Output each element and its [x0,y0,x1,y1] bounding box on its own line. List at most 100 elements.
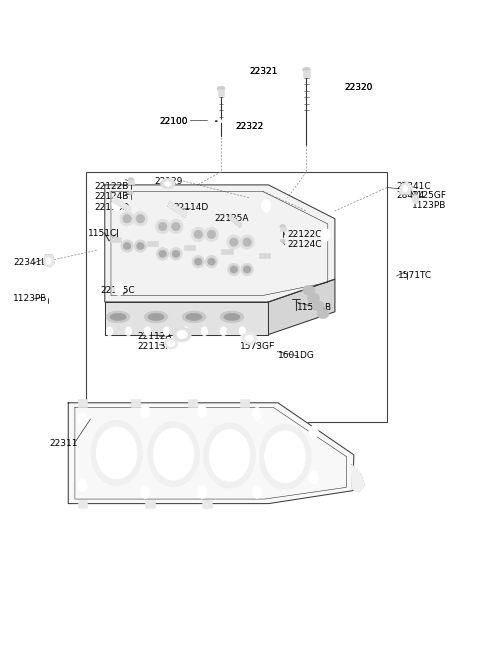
Text: 22321: 22321 [250,66,278,75]
Ellipse shape [158,222,167,231]
Bar [109,237,121,242]
Ellipse shape [260,424,311,489]
Text: 22122B: 22122B [95,182,129,191]
Text: 22124C: 22124C [288,240,322,249]
Circle shape [197,405,207,418]
Ellipse shape [123,243,131,250]
Ellipse shape [220,311,244,323]
Ellipse shape [228,263,240,276]
Ellipse shape [156,219,170,234]
Ellipse shape [205,255,218,268]
Text: 1601DG: 1601DG [278,352,315,360]
Ellipse shape [243,238,252,247]
Text: 22100: 22100 [159,117,188,127]
Polygon shape [268,279,335,335]
Bar [131,399,140,407]
Ellipse shape [129,191,133,194]
Ellipse shape [170,248,182,260]
Text: 22321: 22321 [250,66,278,75]
Circle shape [201,327,208,336]
Text: 1152AB: 1152AB [297,302,332,312]
Polygon shape [351,464,364,492]
Text: 28424: 28424 [396,192,425,201]
Ellipse shape [120,212,134,226]
Bar [86,172,387,422]
Ellipse shape [224,314,240,321]
Text: 22341D: 22341D [13,258,48,268]
Ellipse shape [134,240,146,252]
Ellipse shape [242,333,257,344]
Text: 22114D: 22114D [94,203,129,211]
Circle shape [403,186,408,192]
Ellipse shape [204,227,219,241]
Ellipse shape [128,178,134,182]
Ellipse shape [156,248,169,260]
Text: 1571TC: 1571TC [397,272,432,281]
Text: 1123PB: 1123PB [412,201,446,210]
Ellipse shape [91,420,142,485]
Ellipse shape [194,230,203,239]
Ellipse shape [204,423,255,488]
Circle shape [270,346,276,356]
Circle shape [197,485,207,499]
Ellipse shape [280,224,286,228]
Circle shape [114,283,124,295]
Ellipse shape [159,251,167,257]
Circle shape [404,264,410,272]
Ellipse shape [317,309,329,319]
Ellipse shape [177,330,187,338]
Bar [184,245,195,250]
Ellipse shape [207,230,216,239]
Ellipse shape [165,181,171,186]
Ellipse shape [121,240,133,252]
Ellipse shape [312,301,324,311]
Text: 22125C: 22125C [100,286,135,295]
Circle shape [182,327,189,336]
Circle shape [163,327,170,336]
Bar [218,89,224,96]
Ellipse shape [209,430,250,482]
Bar [240,399,250,407]
Circle shape [239,327,246,336]
Text: 22125A: 22125A [214,215,249,223]
Ellipse shape [148,314,164,321]
Bar [145,500,155,508]
Bar [188,399,197,407]
Polygon shape [105,185,335,302]
Circle shape [78,413,87,426]
Ellipse shape [96,427,137,479]
Text: 22129: 22129 [155,177,183,186]
Circle shape [252,407,262,420]
Text: 22322: 22322 [235,122,264,131]
Ellipse shape [186,314,202,321]
Ellipse shape [110,314,126,321]
Polygon shape [68,403,354,504]
Bar [280,226,286,231]
Ellipse shape [211,117,221,125]
Ellipse shape [302,68,310,72]
Ellipse shape [215,120,218,122]
Text: 1123PB: 1123PB [13,295,48,303]
Ellipse shape [241,263,253,276]
Circle shape [252,485,262,499]
Circle shape [140,405,150,418]
Polygon shape [229,215,242,228]
Ellipse shape [172,251,180,257]
Ellipse shape [245,335,254,342]
Ellipse shape [133,212,147,226]
Ellipse shape [137,243,144,250]
Circle shape [47,258,51,264]
Text: 22320: 22320 [344,83,373,92]
Bar [128,180,134,184]
Text: 1573GE: 1573GE [240,342,276,351]
Text: 22100: 22100 [159,117,188,127]
Ellipse shape [148,422,199,487]
Ellipse shape [168,340,175,346]
Circle shape [220,327,227,336]
Ellipse shape [165,338,178,349]
Circle shape [78,479,87,492]
Bar [147,241,158,246]
Ellipse shape [144,311,168,323]
Circle shape [106,327,113,336]
Ellipse shape [240,235,254,249]
